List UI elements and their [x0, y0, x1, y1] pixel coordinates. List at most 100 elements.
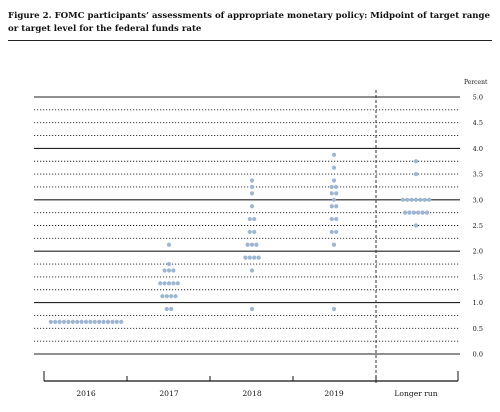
participant-dot	[247, 229, 252, 235]
participant-dot	[334, 216, 339, 222]
participant-dot	[422, 197, 427, 202]
participant-dot	[334, 184, 339, 190]
participant-dot	[166, 242, 172, 247]
participant-dot	[256, 255, 261, 260]
participant-dot	[249, 204, 255, 209]
y-tick-label: 4.5	[473, 119, 483, 127]
participant-dot	[97, 319, 102, 324]
participant-dot	[75, 319, 80, 324]
participant-dot	[61, 319, 67, 324]
participant-dot	[413, 197, 419, 202]
participant-dot	[249, 178, 255, 183]
participant-dot	[252, 229, 257, 235]
participant-dot	[329, 191, 334, 196]
participant-dot	[334, 191, 339, 196]
dot-layer	[48, 152, 432, 324]
participant-dot	[331, 197, 337, 202]
participant-dot	[160, 294, 165, 299]
x-tick-label: Longer run	[394, 389, 437, 398]
participant-dot	[158, 281, 163, 286]
participant-dot	[245, 242, 250, 247]
x-tick-label: 2016	[76, 389, 95, 398]
participant-dot	[175, 281, 180, 286]
participant-dot	[254, 242, 259, 247]
participant-dot	[119, 319, 124, 324]
participant-dot	[331, 306, 337, 312]
participant-dot	[171, 281, 176, 286]
figure-title: Figure 2. FOMC participants’ assessments…	[8, 11, 491, 34]
participant-dot	[405, 197, 410, 202]
participant-dot	[409, 197, 414, 202]
participant-dot	[166, 281, 172, 286]
participant-dot	[249, 306, 255, 312]
title-rule	[8, 40, 492, 41]
participant-dot	[334, 229, 339, 235]
participant-dot	[249, 268, 255, 273]
x-tick-label: 2018	[242, 389, 261, 398]
participant-dot	[331, 178, 337, 183]
participant-dot	[164, 306, 169, 312]
participant-dot	[66, 319, 71, 324]
participant-dot	[171, 268, 176, 273]
y-tick-label: 3.0	[473, 196, 483, 204]
participant-dot	[48, 319, 53, 324]
participant-dot	[70, 319, 75, 324]
participant-dot	[169, 306, 174, 312]
participant-dot	[110, 319, 115, 324]
grid-layer	[34, 96, 460, 355]
participant-dot	[105, 319, 111, 324]
participant-dot	[420, 210, 425, 215]
participant-dot	[331, 165, 337, 170]
participant-dot	[166, 268, 172, 273]
participant-dot	[249, 191, 255, 196]
participant-dot	[79, 319, 84, 324]
y-axis-label: Percent	[464, 79, 488, 86]
participant-dot	[53, 319, 58, 324]
participant-dot	[424, 210, 430, 215]
participant-dot	[162, 268, 167, 273]
participant-dot	[252, 216, 257, 222]
participant-dot	[402, 210, 408, 215]
axis-layer	[43, 90, 459, 384]
participant-dot	[169, 294, 174, 299]
x-tick-label: 2017	[159, 389, 178, 398]
participant-dot	[247, 216, 252, 222]
participant-dot	[407, 210, 412, 215]
participant-dot	[243, 255, 248, 260]
x-tick-label: 2019	[324, 389, 343, 398]
participant-dot	[88, 319, 93, 324]
participant-dot	[166, 261, 172, 267]
participant-dot	[92, 319, 97, 324]
participant-dot	[249, 242, 255, 247]
participant-dot	[329, 216, 334, 222]
participant-dot	[331, 152, 337, 157]
participant-dot	[413, 159, 419, 164]
participant-dot	[411, 210, 416, 215]
participant-dot	[400, 197, 405, 202]
participant-dot	[114, 319, 119, 324]
participant-dot	[427, 197, 432, 202]
participant-dot	[329, 204, 334, 209]
y-tick-label: 2.0	[473, 248, 483, 256]
participant-dot	[247, 255, 252, 260]
participant-dot	[416, 210, 421, 215]
label-layer: 0.0 0.5 1.0 1.5 2.0 2.5 3.0 3.5 4.0 4.5 5.0 Percent…	[76, 79, 488, 398]
y-tick-label: 1.0	[473, 299, 483, 307]
y-tick-label: 0.0	[473, 351, 483, 359]
participant-dot	[413, 223, 419, 228]
y-tick-label: 0.5	[473, 325, 483, 333]
participant-dot	[331, 242, 337, 247]
y-tick-label: 4.0	[473, 145, 483, 153]
y-tick-label: 3.5	[473, 171, 483, 179]
participant-dot	[173, 294, 178, 299]
participant-dot	[329, 184, 334, 190]
y-tick-label: 1.5	[473, 273, 483, 281]
y-tick-label: 5.0	[473, 94, 483, 102]
participant-dot	[252, 255, 257, 260]
participant-dot	[249, 184, 255, 190]
participant-dot	[164, 294, 169, 299]
participant-dot	[83, 319, 89, 324]
participant-dot	[57, 319, 62, 324]
participant-dot	[334, 204, 339, 209]
